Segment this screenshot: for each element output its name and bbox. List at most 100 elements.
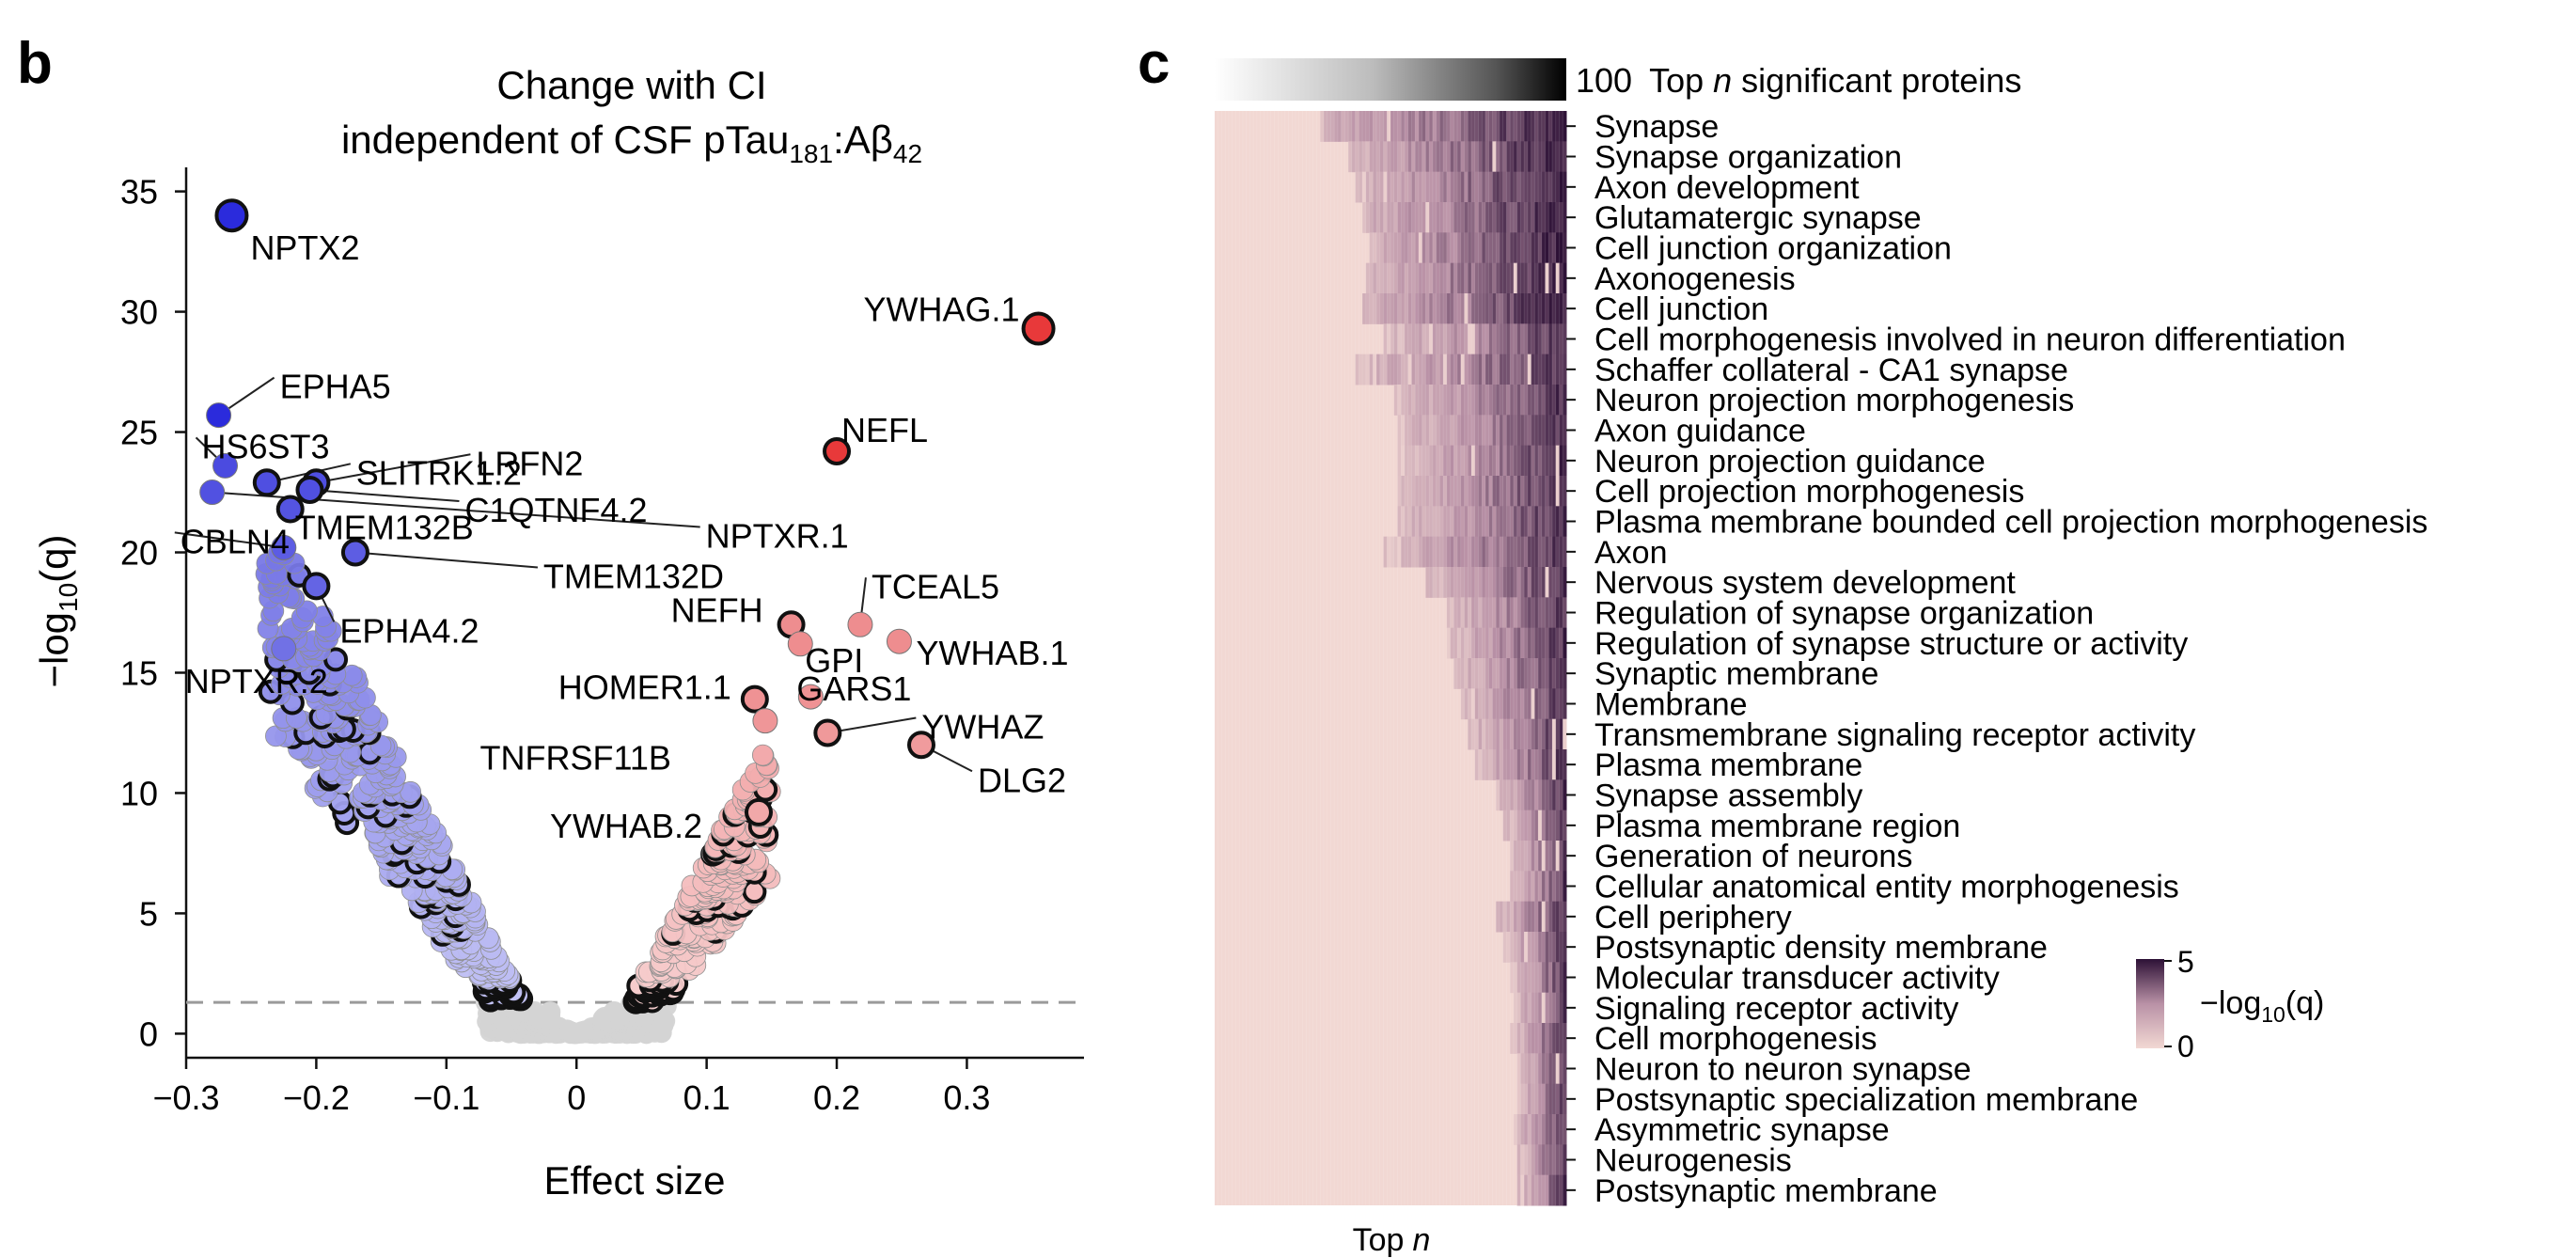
- heatmap-cell: [1464, 323, 1469, 355]
- heatmap-cell: [1415, 171, 1420, 203]
- heatmap-cell: [1538, 262, 1543, 294]
- heatmap-cell: [1510, 445, 1515, 477]
- heatmap-cell: [1541, 962, 1547, 994]
- heatmap-cell: [1516, 1083, 1521, 1115]
- heatmap-cell: [1516, 262, 1521, 294]
- heatmap-cell: [1545, 1023, 1549, 1054]
- heatmap-cell: [1478, 354, 1483, 385]
- heatmap-cell: [1488, 627, 1493, 659]
- heatmap-cell: [1531, 354, 1535, 385]
- heatmap-cell: [1407, 111, 1412, 142]
- heatmap-cell: [1439, 415, 1444, 447]
- heatmap-cell: [1362, 354, 1367, 385]
- protein-point-NEFL: [823, 437, 852, 466]
- heatmap-cell: [1492, 141, 1497, 173]
- heatmap-cell: [1387, 111, 1391, 142]
- protein-label: HOMER1.1: [558, 668, 731, 707]
- heatmap-cell: [1510, 506, 1515, 538]
- heatmap-cell: [1404, 232, 1409, 264]
- y-tick-label: 25: [120, 414, 158, 452]
- heatmap-cell: [1468, 111, 1472, 142]
- heatmap-cell: [1527, 354, 1532, 385]
- heatmap-cell: [1450, 111, 1454, 142]
- heatmap-cell: [1443, 111, 1448, 142]
- heatmap-cell: [1538, 232, 1543, 264]
- heatmap-cell: [1531, 1174, 1535, 1206]
- heatmap-cell: [1510, 567, 1515, 598]
- heatmap-cell: [1534, 810, 1539, 841]
- heatmap-cell: [1482, 597, 1486, 629]
- heatmap-cell: [1492, 232, 1497, 264]
- heatmap-cell: [1555, 718, 1561, 750]
- heatmap-cell: [1559, 1083, 1563, 1115]
- heatmap-cell: [1502, 476, 1507, 507]
- heatmap-cell: [1482, 445, 1486, 477]
- protein-point-NPTX2: [214, 198, 249, 233]
- volcano-point-labels: NPTX2 YWHAG.1 EPHA5 HS6ST3 NEFL LRFN2SLITRK1.…: [181, 228, 1069, 845]
- heatmap-cell: [1552, 385, 1557, 416]
- volcano-title-line2: independent of CSF pTau181:Aβ42: [341, 118, 922, 168]
- heatmap-cell: [1453, 597, 1458, 629]
- heatmap-cell: [1499, 354, 1504, 385]
- heatmap-cell: [1453, 262, 1458, 294]
- heatmap-cell: [1527, 232, 1532, 264]
- heatmap-cell: [1513, 354, 1518, 385]
- heatmap-cell: [1506, 567, 1511, 598]
- heatmap-cell: [1545, 293, 1549, 324]
- protein-label: GPI: [805, 641, 863, 680]
- heatmap-cell: [1552, 688, 1557, 720]
- heatmap-cell: [1516, 323, 1521, 355]
- heatmap-cell: [1545, 1114, 1549, 1145]
- heatmap-cell: [1499, 476, 1504, 507]
- heatmap-cell: [1460, 567, 1466, 598]
- heatmap-cell: [1534, 354, 1539, 385]
- heatmap-cell: [1548, 415, 1553, 447]
- heatmap-cell: [1407, 354, 1412, 385]
- protein-point-HOMER1.1: [740, 684, 769, 714]
- heatmap-cell: [1401, 293, 1406, 324]
- heatmap-cell: [1468, 171, 1472, 203]
- heatmap-cell: [1538, 445, 1543, 477]
- heatmap-cell: [1488, 262, 1493, 294]
- heatmap-cell: [1545, 810, 1549, 841]
- heatmap-cell: [1545, 841, 1549, 872]
- protein-label: LRFN2: [476, 444, 583, 482]
- heatmap-cell: [1520, 749, 1525, 780]
- heatmap-row-label: Nervous system development: [1594, 565, 2016, 601]
- heatmap-cell: [1390, 293, 1395, 324]
- heatmap-cell: [1516, 962, 1521, 994]
- heatmap-cell: [1484, 232, 1490, 264]
- heatmap-cell: [1563, 901, 1567, 933]
- heatmap-cell: [1527, 597, 1532, 629]
- heatmap-cell: [1502, 932, 1507, 963]
- top-n-gradient-bar: [1215, 58, 1566, 101]
- heatmap-cell: [1429, 202, 1434, 233]
- heatmap-cell: [1422, 202, 1426, 233]
- heatmap-cell: [1429, 111, 1434, 142]
- heatmap-cell: [1559, 597, 1563, 629]
- heatmap-cell: [1457, 627, 1462, 659]
- heatmap-cell: [1506, 262, 1511, 294]
- heatmap-cell: [1393, 354, 1398, 385]
- heatmap-cell: [1502, 567, 1507, 598]
- heatmap-cell: [1555, 476, 1561, 507]
- heatmap-cell: [1506, 506, 1511, 538]
- heatmap-cell: [1411, 354, 1416, 385]
- heatmap-cell: [1548, 1053, 1553, 1085]
- heatmap-cell: [1397, 262, 1402, 294]
- heatmap-cell: [1393, 232, 1398, 264]
- heatmap-cell: [1373, 354, 1377, 385]
- leader-line: [827, 716, 917, 734]
- protein-point-CBLN4: [271, 534, 297, 560]
- heatmap-cell: [1506, 141, 1511, 173]
- heatmap-cell: [1527, 779, 1532, 811]
- heatmap-cell: [1460, 445, 1466, 477]
- heatmap-cell: [1474, 141, 1479, 173]
- y-tick-label: 20: [120, 534, 158, 573]
- heatmap-cell: [1379, 171, 1385, 203]
- heatmap-cell: [1379, 262, 1385, 294]
- heatmap-cell: [1506, 323, 1511, 355]
- heatmap-cell: [1527, 749, 1532, 780]
- heatmap-cell: [1513, 506, 1518, 538]
- heatmap-cell: [1468, 688, 1472, 720]
